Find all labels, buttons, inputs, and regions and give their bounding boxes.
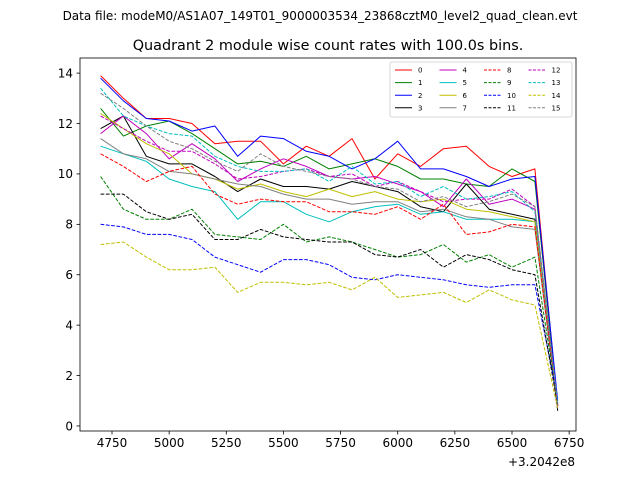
x-tick-label: 5000 [154, 436, 185, 450]
legend-label-14: 14 [552, 92, 561, 100]
legend-label-6: 6 [463, 92, 468, 100]
chart-title: Quadrant 2 module wise count rates with … [133, 38, 524, 54]
series-line-0 [100, 75, 559, 406]
x-tick-label: 5500 [268, 436, 299, 450]
series-line-3 [100, 115, 559, 411]
series-line-15 [100, 92, 559, 406]
legend-label-12: 12 [552, 67, 561, 75]
legend-label-5: 5 [463, 79, 467, 87]
legend-label-8: 8 [507, 67, 511, 75]
legend-label-3: 3 [418, 104, 422, 112]
legend-label-2: 2 [418, 92, 422, 100]
series-line-11 [100, 193, 559, 406]
legend-label-4: 4 [463, 67, 468, 75]
y-tick-label: 6 [65, 268, 73, 282]
y-tick-label: 14 [58, 66, 73, 80]
y-tick-label: 12 [58, 117, 73, 131]
legend-label-15: 15 [552, 104, 561, 112]
x-tick-label: 5750 [325, 436, 356, 450]
legend-label-1: 1 [418, 79, 422, 87]
series-line-10 [100, 223, 559, 399]
series-line-6 [100, 112, 559, 406]
series-line-12 [100, 115, 559, 406]
series-line-4 [100, 115, 559, 409]
y-tick-label: 8 [65, 218, 73, 232]
series-line-5 [100, 145, 559, 404]
y-tick-label: 0 [65, 419, 73, 433]
x-tick-label: 6750 [554, 436, 585, 450]
x-offset-label: +3.2042e8 [508, 455, 575, 469]
legend-frame [389, 61, 573, 118]
series-line-8 [100, 153, 559, 406]
x-tick-label: 5250 [211, 436, 242, 450]
series-line-1 [100, 108, 559, 406]
x-tick-label: 4750 [97, 436, 128, 450]
legend-label-0: 0 [418, 67, 422, 75]
axes-frame [79, 57, 577, 432]
series-line-7 [100, 138, 559, 409]
x-tick-label: 6000 [382, 436, 413, 450]
x-tick-label: 6250 [440, 436, 471, 450]
legend-label-9: 9 [507, 79, 511, 87]
legend-label-10: 10 [507, 92, 516, 100]
legend-label-11: 11 [507, 104, 516, 112]
suptitle: Data file: modeM0/AS1A07_149T01_90000035… [63, 9, 578, 23]
y-tick-label: 2 [65, 369, 73, 383]
series-line-9 [100, 176, 559, 404]
y-tick-label: 4 [65, 318, 73, 332]
y-tick-label: 10 [58, 167, 73, 181]
legend-label-7: 7 [463, 104, 467, 112]
series-line-14 [100, 241, 559, 409]
legend-label-13: 13 [552, 79, 561, 87]
plot-area: 4750 5000 5250 5500 5750 6000 6250 6500 67500246… [58, 57, 585, 450]
x-tick-label: 6500 [497, 436, 528, 450]
series-line-13 [100, 87, 559, 404]
series-line-2 [100, 77, 559, 401]
